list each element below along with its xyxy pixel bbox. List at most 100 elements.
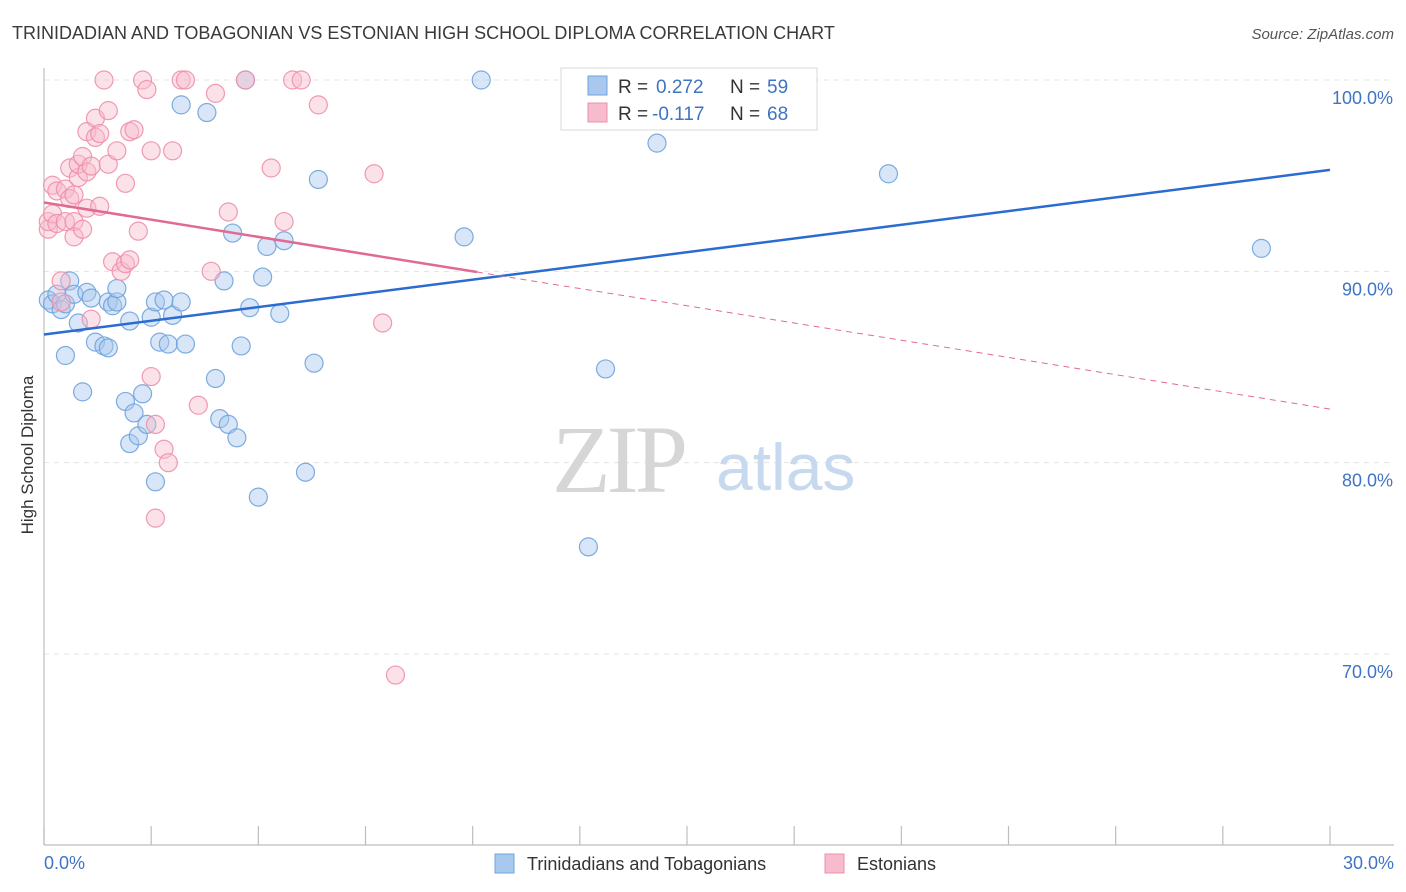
x-ticks [43,826,1331,845]
legend-n-value-2: 68 [767,104,788,125]
data-point [175,334,196,354]
data-point [578,537,599,557]
legend-r-label-2: R = [618,104,648,125]
data-point [175,70,196,90]
data-point [373,313,393,333]
series-trinidadians [38,70,1272,557]
data-point [120,311,140,331]
data-point [72,382,93,402]
data-point [471,70,491,90]
data-point [197,102,217,123]
data-point [145,414,166,434]
data-point [308,169,328,190]
data-point [107,278,127,299]
trend-layer [43,168,1331,410]
data-point [107,141,127,161]
data-point [291,70,311,90]
data-point [115,173,136,193]
data-point [64,185,84,205]
data-point [385,665,406,685]
legend-n-value-1: 59 [767,77,788,98]
data-point [188,395,208,415]
data-point [454,227,474,247]
data-point [124,120,144,140]
data-point [98,154,118,174]
data-point [107,292,127,312]
y-tick-labels: 100.0% 90.0% 80.0% 70.0% [1332,88,1393,682]
y-tick-label: 90.0% [1342,279,1393,299]
bottom-legend-label-pink: Estonians [857,854,936,874]
data-point [55,345,76,366]
watermark-zip: ZIP [552,406,685,513]
data-point [98,101,118,121]
data-point [132,70,153,90]
data-point [51,292,71,312]
data-point [72,219,93,239]
bottom-legend: Trinidadians and Tobagonians Estonians [494,853,936,874]
data-point [214,271,234,291]
legend-swatch-pink [587,102,608,123]
series-layer [38,70,1272,685]
data-point [98,338,118,358]
x-tick-label-min: 0.0% [44,853,85,873]
data-point [68,313,88,333]
data-point [248,487,268,507]
data-point [253,267,273,287]
data-point [145,508,166,528]
data-point [235,70,256,90]
data-point [81,288,101,308]
data-point [154,290,174,310]
data-point [81,309,101,329]
bottom-legend-swatch-blue [494,853,515,874]
chart-title: TRINIDADIAN AND TOBAGONIAN VS ESTONIAN H… [12,23,835,43]
data-point [295,462,316,482]
data-point [171,95,191,115]
data-point [124,403,144,423]
data-point [647,133,667,153]
data-point [81,156,101,176]
data-point [364,164,384,184]
y-tick-label: 100.0% [1332,88,1393,108]
data-point [137,79,157,100]
data-point [1251,238,1272,258]
data-point [261,158,281,178]
data-point [231,336,251,356]
data-point [158,453,178,473]
y-axis-title: High School Diploma [18,375,37,534]
legend: R = 0.272 N = 59 R = -0.117 N = 68 [560,67,818,131]
data-point [51,271,71,291]
data-point [227,428,247,448]
data-point [274,211,294,232]
data-point [878,164,899,184]
data-point [308,95,328,115]
data-point [171,70,191,90]
data-point [171,292,191,312]
series-estonians [38,70,406,685]
x-tick-label-max: 30.0% [1343,853,1394,873]
legend-n-label-2: N = [730,104,760,125]
data-point [270,303,290,324]
bottom-legend-label-blue: Trinidadians and Tobagonians [527,854,766,874]
data-point [145,472,166,492]
legend-swatch-blue [587,75,608,96]
data-point [201,261,221,281]
trend-line-trinidadians [43,168,1331,336]
data-point [128,221,148,241]
data-point [218,414,238,434]
data-point [205,368,226,389]
data-point [120,250,140,270]
gridlines [44,79,1394,655]
data-point [132,384,153,404]
data-point [304,353,324,373]
data-point [141,141,161,161]
data-point [94,70,114,90]
legend-r-label-1: R = [618,77,648,98]
axes [43,68,1394,846]
trend-line-estonians-dashed [476,271,1331,410]
watermark-atlas: atlas [716,430,855,504]
legend-r-value-1: 0.272 [656,77,704,98]
legend-n-label-1: N = [730,77,760,98]
legend-r-value-2: -0.117 [652,104,704,125]
y-tick-label: 80.0% [1342,471,1393,491]
